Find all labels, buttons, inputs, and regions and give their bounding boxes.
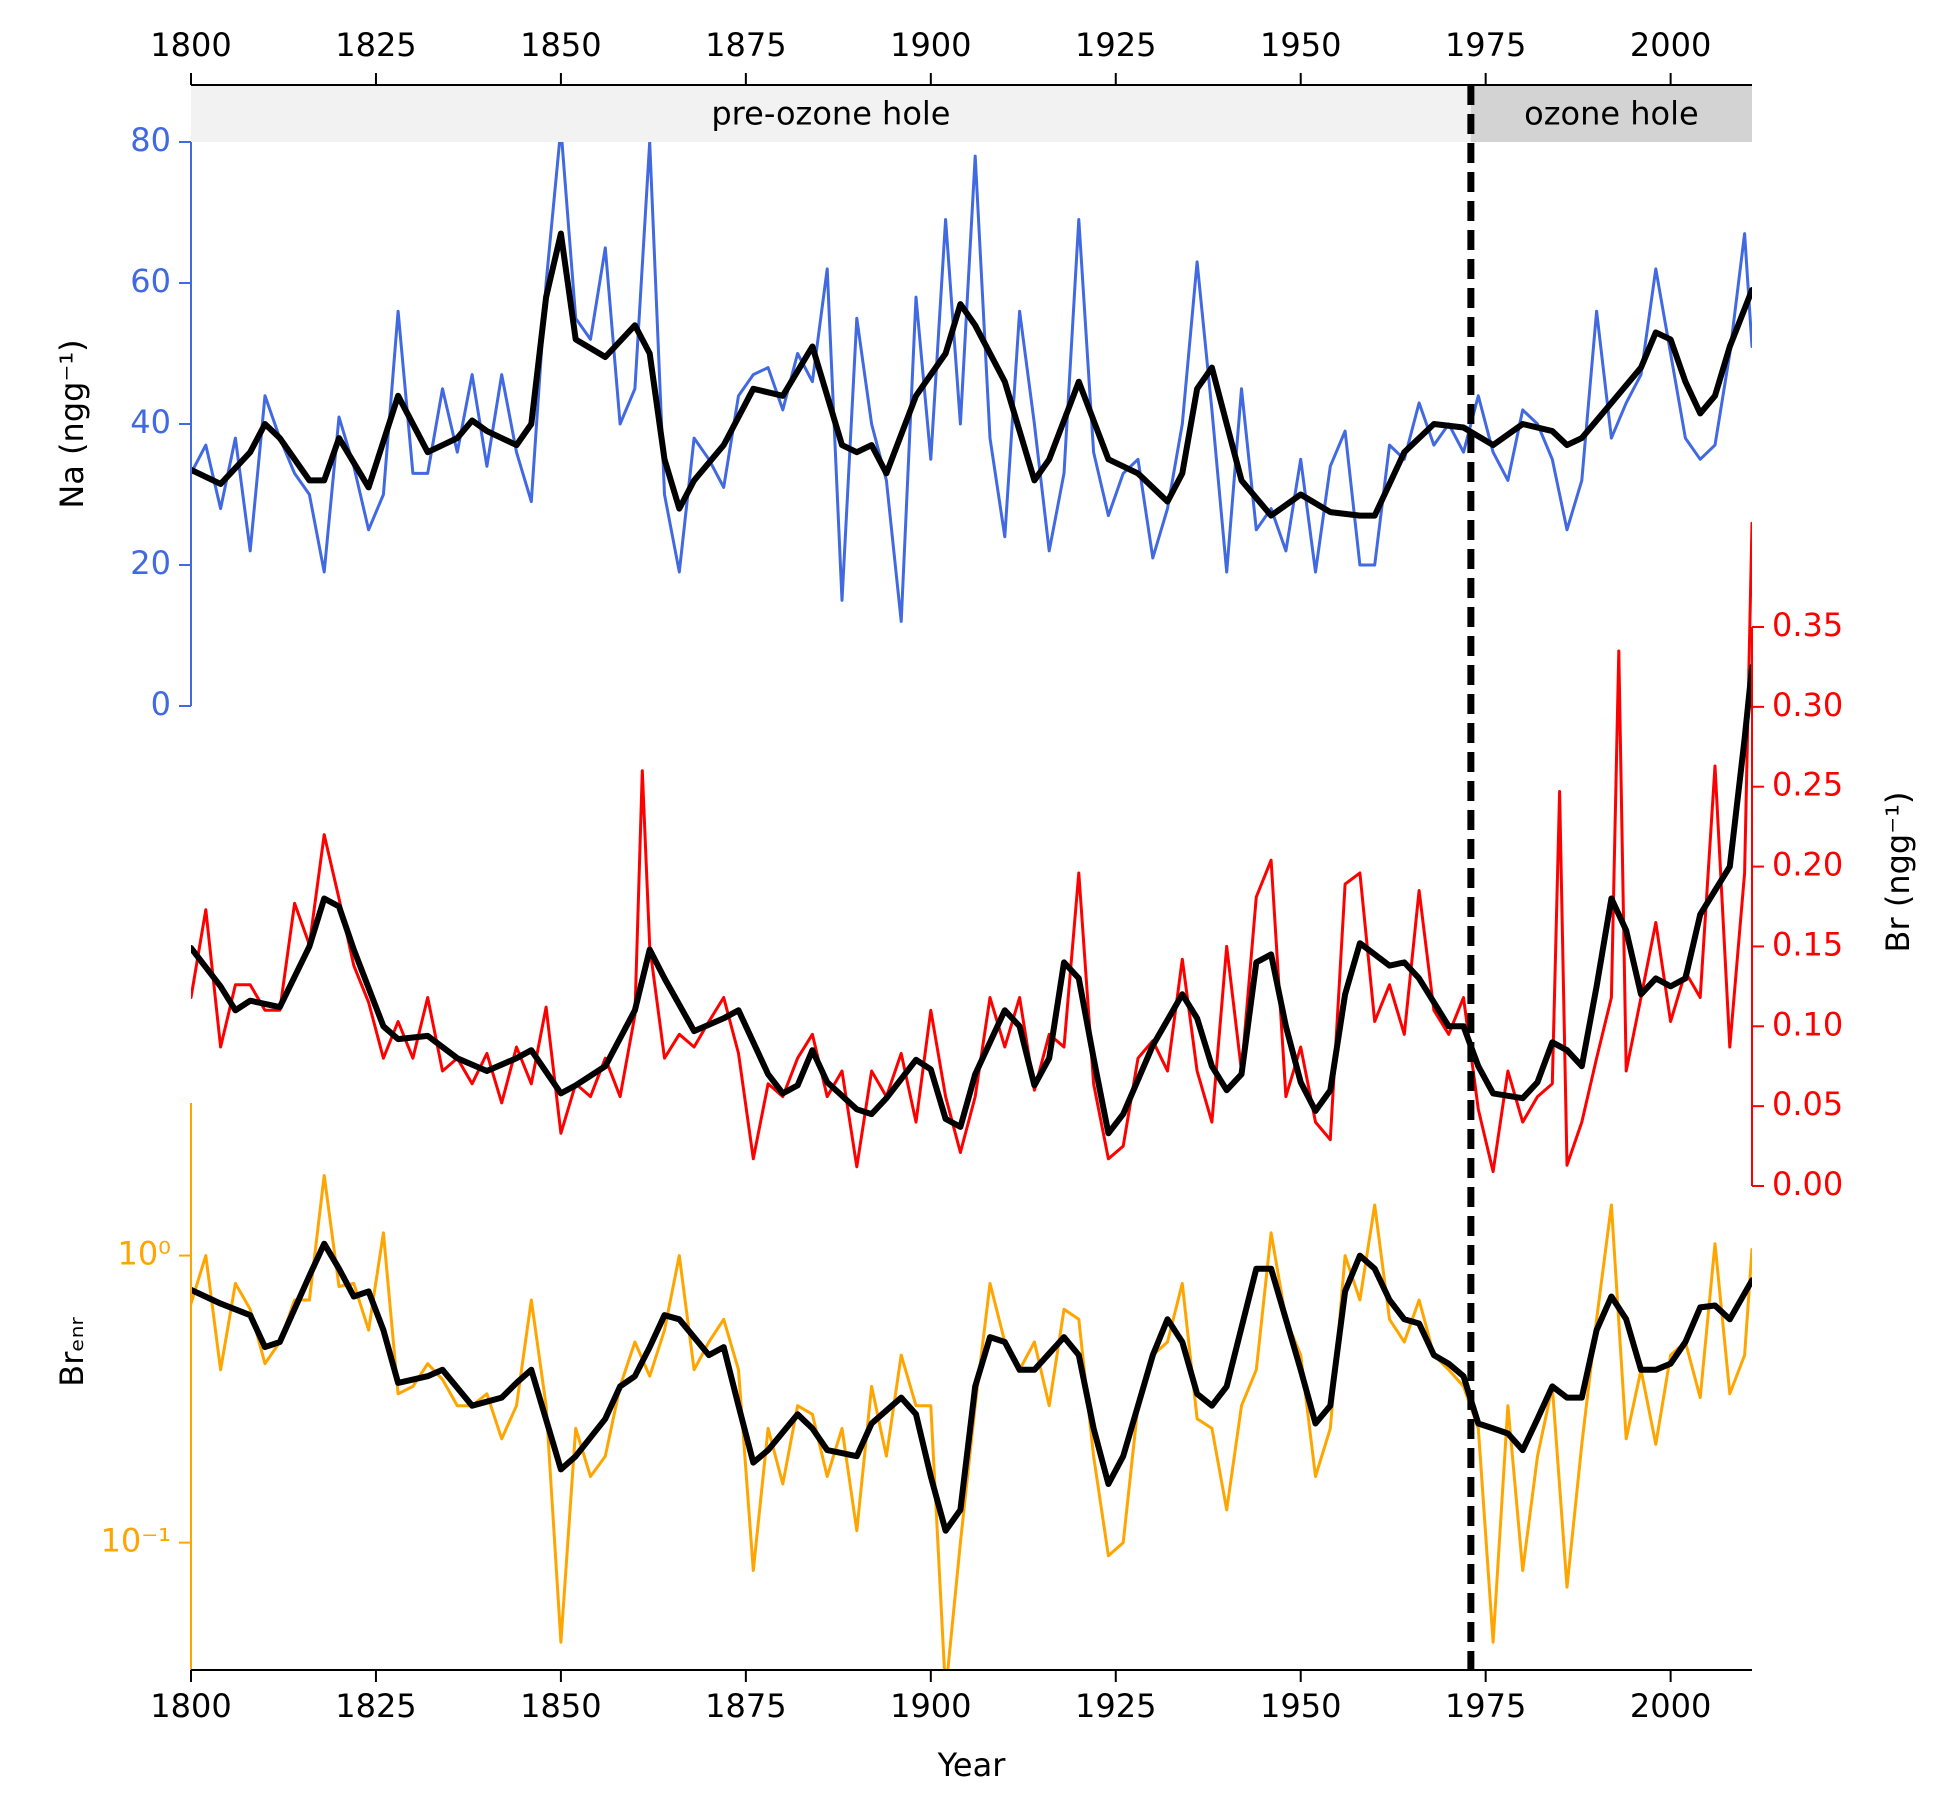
x-tick-label: 1875 [705,26,786,64]
x-tick-label: 1900 [890,26,971,64]
x-tick-label: 1800 [150,26,231,64]
y-tick-label: 10⁻¹ [101,1522,171,1560]
plot-layer: pre-ozone hole ozone hole 0 20 40 60 80 Na (ngg… [53,26,1917,1784]
x-axis-label: Year [937,1746,1007,1784]
x-tick-label: 1875 [705,1687,786,1725]
y-axis-label: Na (ngg⁻¹) [53,339,91,508]
y-tick-label: 0.10 [1772,1005,1843,1043]
y-tick-label: 0.15 [1772,925,1843,963]
y-tick-label: 20 [130,544,171,582]
data-line [191,521,1752,1174]
y-tick-label: 0.05 [1772,1085,1843,1123]
data-line [191,663,1752,1137]
y-tick-label: 0.00 [1772,1165,1843,1203]
y-tick-label: 0 [151,685,171,723]
x-tick-label: 1975 [1445,26,1526,64]
x-tick-label: 1850 [520,1687,601,1725]
data-line [191,230,1752,519]
x-tick-label: 1950 [1260,1687,1341,1725]
x-tick-label: 2000 [1630,1687,1711,1725]
x-tick-label: 1900 [890,1687,971,1725]
y-tick-label: 10⁰ [117,1235,171,1273]
x-tick-label: 1825 [335,1687,416,1725]
x-tick-label: 1975 [1445,1687,1526,1725]
y-tick-label: 60 [130,262,171,300]
period-label: pre-ozone hole [711,95,950,133]
y-tick-label: 0.25 [1772,766,1843,804]
y-tick-label: 0.30 [1772,686,1843,724]
x-tick-label: 1800 [150,1687,231,1725]
x-tick-label: 1850 [520,26,601,64]
period-label: ozone hole [1524,95,1699,133]
data-line [191,1240,1752,1534]
x-tick-label: 2000 [1630,26,1711,64]
x-tick-label: 1925 [1075,26,1156,64]
y-tick-label: 40 [130,403,171,441]
y-axis-label: Br (ngg⁻¹) [1879,792,1917,953]
x-tick-label: 1925 [1075,1687,1156,1725]
y-axis-label: Brₑₙᵣ [53,1317,91,1387]
x-tick-label: 1950 [1260,26,1341,64]
data-line [191,142,1752,623]
period-band [191,85,1471,142]
y-tick-label: 0.20 [1772,846,1843,884]
y-tick-label: 80 [130,121,171,159]
y-tick-label: 0.35 [1772,606,1843,644]
period-band [1470,85,1752,142]
x-tick-label: 1825 [335,26,416,64]
